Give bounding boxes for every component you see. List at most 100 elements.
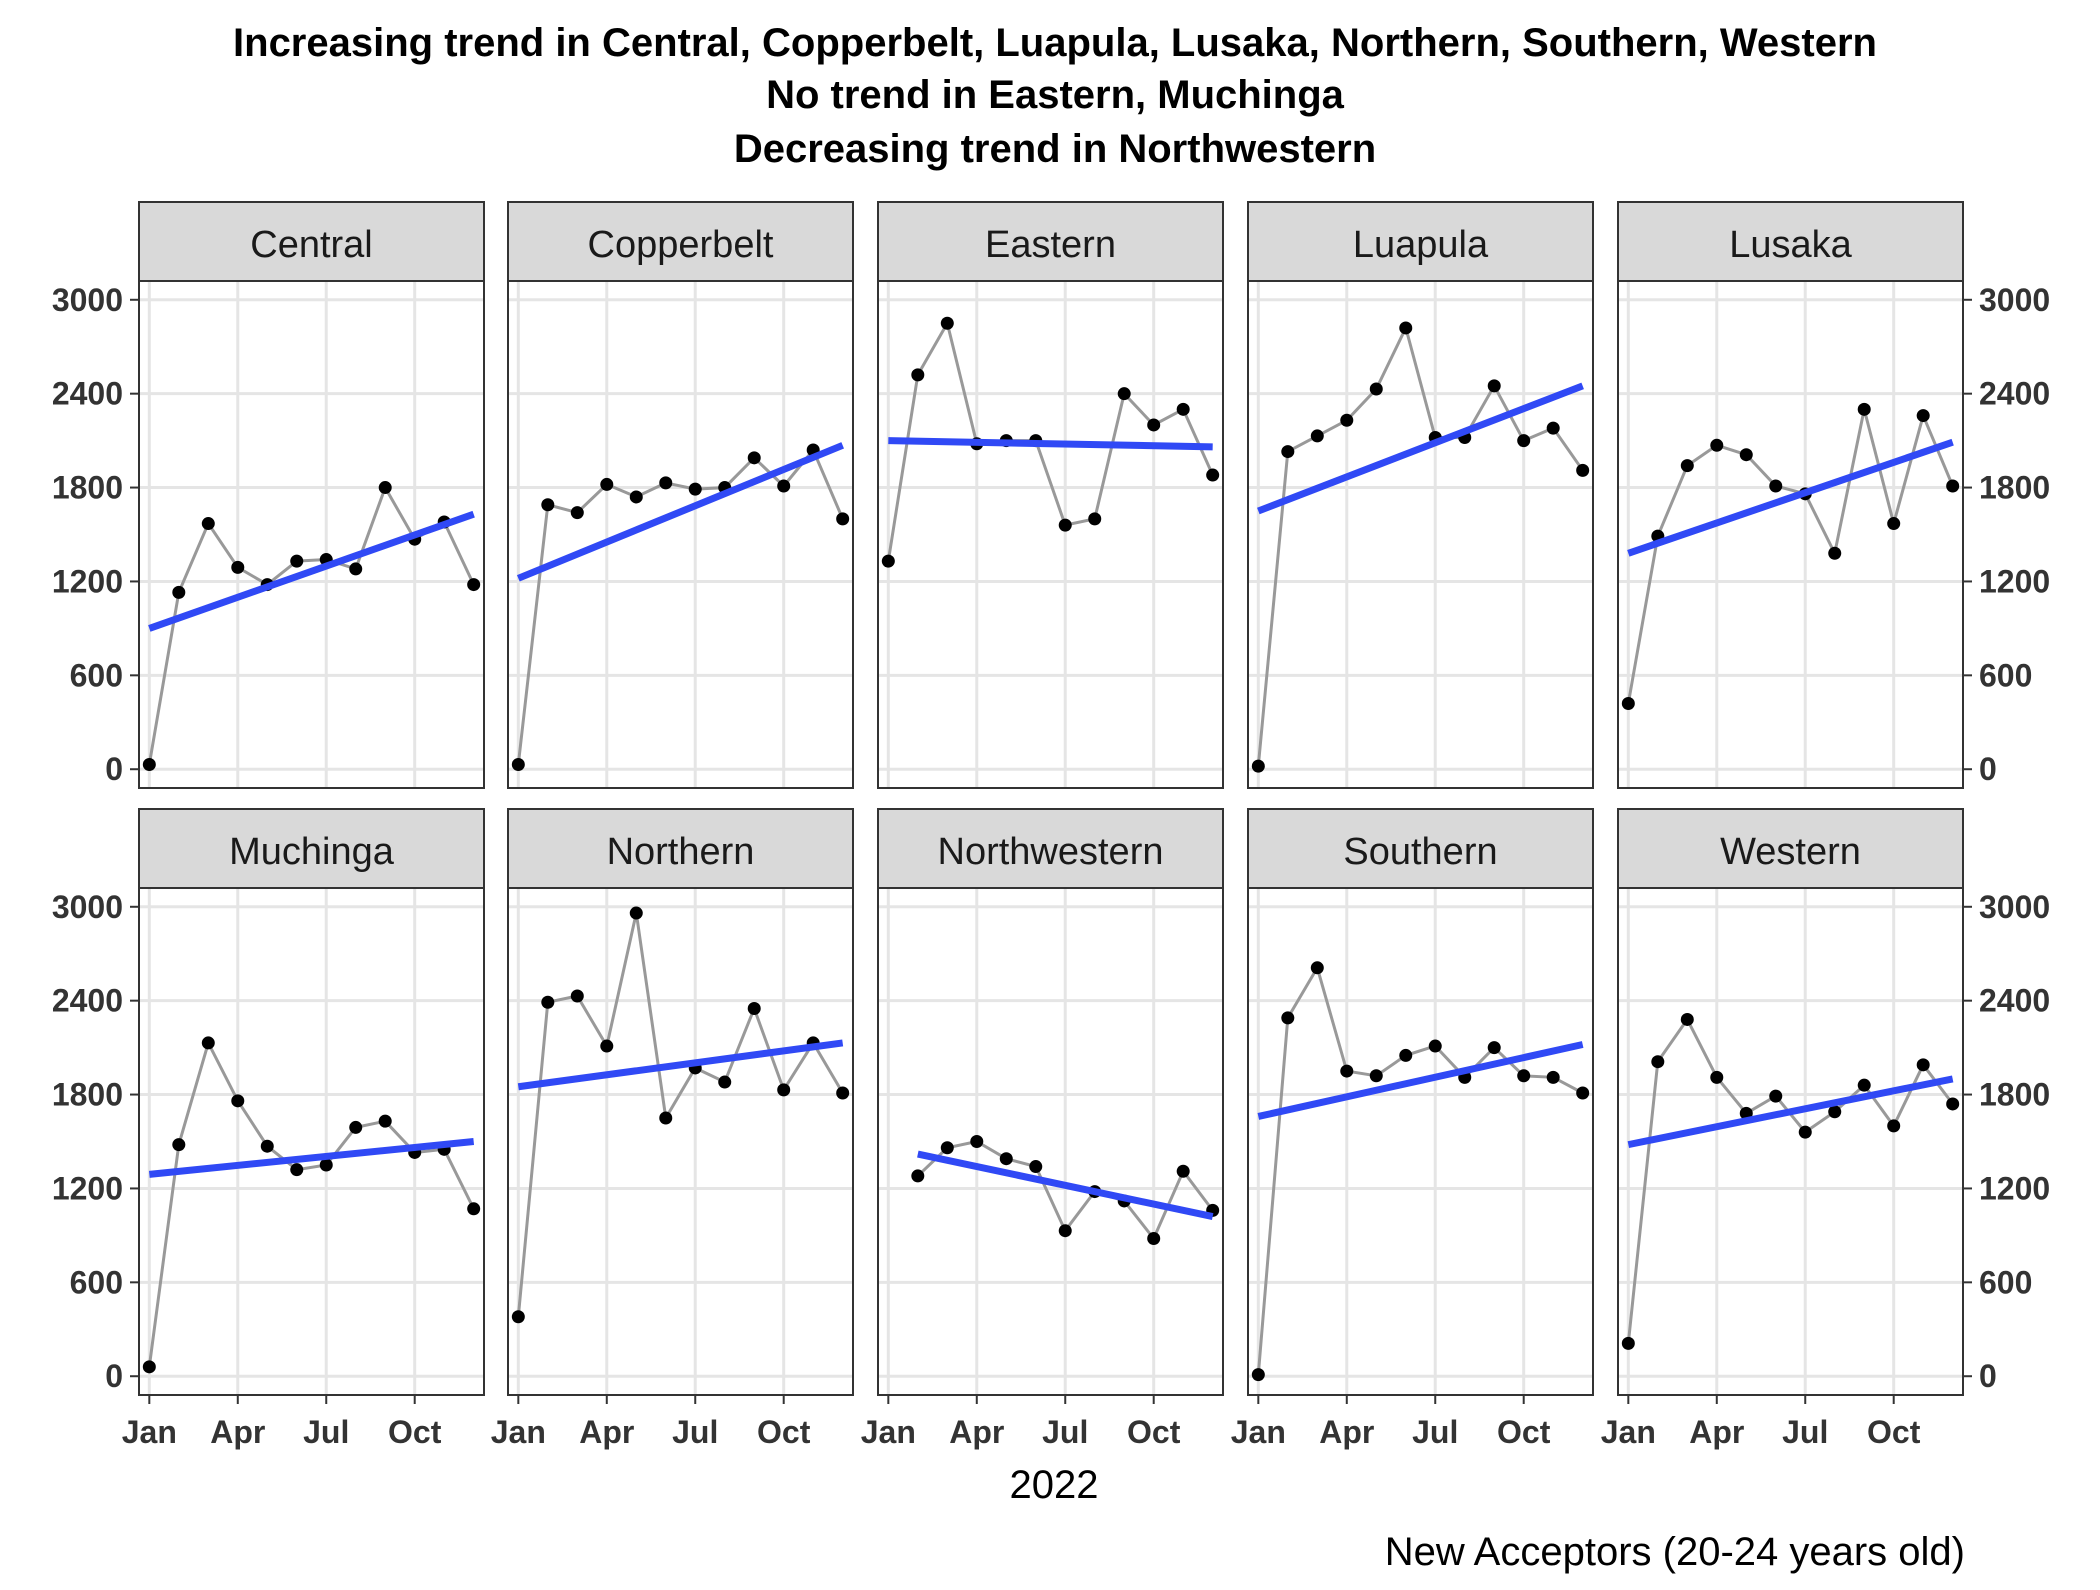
trend-line-southern [1257, 1041, 1584, 1120]
y-tick-label: 1200 [1979, 1170, 2050, 1206]
plot-background [1248, 281, 1593, 788]
y-tick-label: 2400 [52, 983, 123, 1019]
data-point [1680, 459, 1694, 473]
data-point [629, 490, 643, 504]
data-point [570, 989, 584, 1003]
strip-label-southern: Southern [1343, 831, 1497, 873]
x-axis-title: 2022 [1010, 1463, 1099, 1507]
y-tick-label: 1800 [1979, 1077, 2050, 1113]
data-point [1117, 387, 1131, 401]
data-point [1487, 379, 1501, 393]
x-tick-label: Jan [1601, 1414, 1656, 1450]
data-point [1857, 402, 1871, 416]
data-point [1517, 1069, 1531, 1083]
strip-label-eastern: Eastern [985, 224, 1116, 266]
trend-line-eastern [888, 437, 1213, 451]
data-point [1946, 1097, 1960, 1111]
data-point [1651, 1055, 1665, 1069]
x-tick-label: Apr [1689, 1414, 1744, 1450]
strip-label-central: Central [250, 224, 373, 266]
data-point [1916, 1058, 1930, 1072]
data-point [600, 477, 614, 491]
y-tick-label: 3000 [52, 282, 123, 318]
data-point [1621, 697, 1635, 710]
data-point [1857, 1078, 1871, 1092]
data-point [1680, 1012, 1694, 1026]
trend-line-central [148, 510, 475, 632]
x-tick-label: Jan [861, 1414, 916, 1450]
data-point [1340, 1064, 1354, 1078]
data-point [1828, 546, 1842, 560]
panel-western: Western 0 600 1200 1800 2400 3000 Jan Apr Jul Oct [1601, 808, 2050, 1450]
data-point [378, 481, 392, 495]
y-tick-label: 2400 [1979, 983, 2050, 1019]
data-point [172, 585, 186, 599]
y-tick-label: 3000 [52, 889, 123, 925]
x-tick-label: Jan [491, 1414, 546, 1450]
data-point [1576, 463, 1590, 477]
data-point [1916, 409, 1930, 423]
strip-background [507, 201, 854, 282]
data-point [940, 1141, 954, 1155]
y-tick-label: 1200 [1979, 563, 2050, 599]
strip-background [1247, 808, 1594, 889]
data-point [1946, 479, 1960, 493]
y-tick-label: 1800 [1979, 470, 2050, 506]
data-point [659, 1111, 673, 1125]
y-tick-label: 2400 [1979, 376, 2050, 412]
data-point [319, 1158, 333, 1172]
y-tick-label: 1200 [52, 563, 123, 599]
strip-background [507, 808, 854, 889]
data-point [1576, 1086, 1590, 1100]
data-point [777, 1083, 791, 1097]
data-point [290, 554, 304, 568]
data-point [1828, 1105, 1842, 1119]
data-point [1058, 1224, 1072, 1238]
y-tick-label: 600 [70, 1264, 123, 1300]
data-point [378, 1114, 392, 1128]
data-point [1546, 421, 1560, 435]
strip-label-lusaka: Lusaka [1729, 224, 1852, 266]
data-point [1739, 448, 1753, 462]
title-line-2: No trend in Eastern, Muchinga [766, 73, 1345, 117]
data-point [467, 1202, 481, 1216]
x-tick-label: Jul [1412, 1414, 1458, 1450]
data-point [570, 506, 584, 520]
trend-line-northwestern [917, 1150, 1214, 1221]
y-tick-label: 0 [1979, 751, 1997, 787]
strip-label-western: Western [1720, 831, 1861, 873]
data-point [1710, 438, 1724, 452]
data-point [1310, 961, 1324, 975]
x-tick-label: Jul [672, 1414, 718, 1450]
data-point [260, 1139, 274, 1153]
strip-background [1247, 201, 1594, 282]
data-point [201, 517, 215, 531]
data-point [1340, 413, 1354, 427]
chart-title: Increasing trend in Central, Copperbelt,… [233, 21, 1877, 171]
x-tick-label: Jan [122, 1414, 177, 1450]
x-tick-label: Apr [210, 1414, 265, 1450]
data-point [142, 1360, 156, 1374]
data-point [511, 1310, 525, 1324]
x-tick-label: Jul [1782, 1414, 1828, 1450]
data-point [777, 479, 791, 493]
panel-northwestern: Northwestern Jan Apr Jul Oct [861, 808, 1224, 1450]
data-point [1487, 1041, 1501, 1055]
y-tick-label: 3000 [1979, 282, 2050, 318]
x-tick-label: Jan [1231, 1414, 1286, 1450]
data-point [349, 1120, 363, 1134]
data-point [718, 1075, 732, 1089]
data-point [1887, 517, 1901, 531]
y-tick-label: 600 [70, 657, 123, 693]
y-tick-label: 0 [1979, 1358, 1997, 1394]
trend-line-lusaka [1627, 438, 1954, 557]
plot-background [878, 888, 1223, 1395]
data-point [541, 498, 555, 512]
panel-eastern: Eastern [877, 201, 1224, 789]
data-point [999, 1152, 1013, 1166]
x-tick-label: Jul [303, 1414, 349, 1450]
data-point [511, 758, 525, 772]
data-point [1621, 1336, 1635, 1350]
strip-label-muchinga: Muchinga [229, 831, 395, 873]
